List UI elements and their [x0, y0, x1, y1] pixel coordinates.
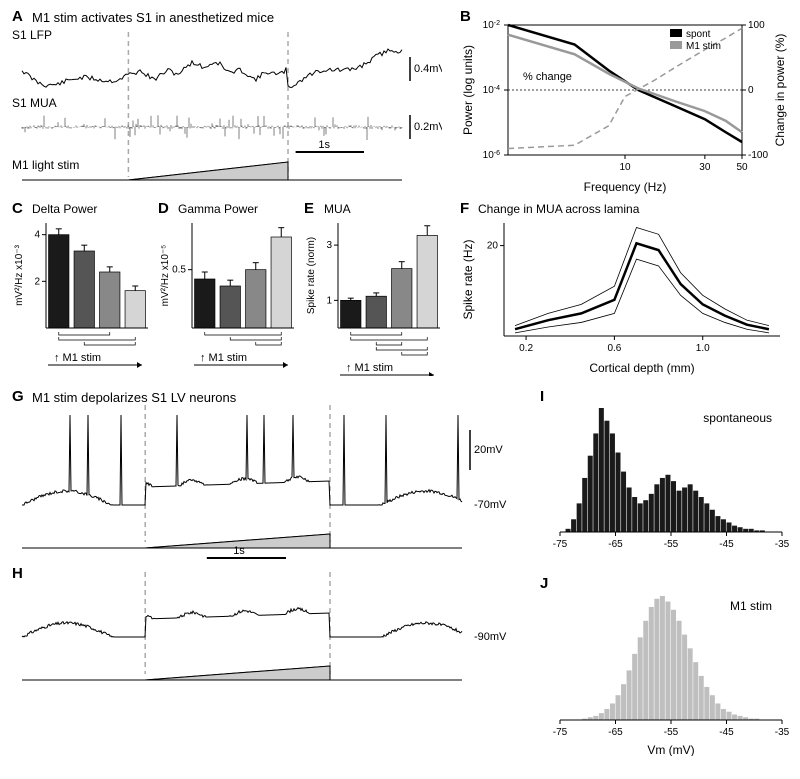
svg-text:-90mV: -90mV: [474, 631, 507, 643]
panel-g-trace: -70mV 20mV 1s: [12, 405, 522, 560]
svg-text:0: 0: [748, 85, 754, 96]
svg-text:10-2: 10-2: [483, 20, 500, 32]
svg-text:Vm (mV): Vm (mV): [647, 743, 694, 756]
svg-text:M1 stim: M1 stim: [730, 599, 772, 613]
panel-d-bars: 0.5mV²/Hz x10⁻⁵ ↑ M1 stim: [158, 218, 298, 376]
svg-text:30: 30: [699, 162, 711, 173]
svg-text:-65: -65: [608, 727, 623, 738]
panel-d-title: Gamma Power: [178, 202, 258, 216]
svg-text:1.0: 1.0: [696, 343, 710, 354]
panel-c-bars: 2 4 mV²/Hz x10⁻³ ↑ M1 stim: [12, 218, 152, 376]
panel-e-letter: E: [304, 200, 314, 217]
panel-a-letter: A: [12, 8, 23, 25]
panel-f-letter: F: [460, 200, 469, 217]
svg-text:-55: -55: [664, 539, 679, 550]
svg-text:-75: -75: [553, 727, 568, 738]
svg-text:-45: -45: [719, 539, 734, 550]
svg-text:100: 100: [748, 20, 765, 31]
panel-g-letter: G: [12, 388, 24, 405]
svg-text:-55: -55: [664, 727, 679, 738]
svg-text:Spike rate (norm): Spike rate (norm): [306, 237, 317, 314]
panel-e-bars: 1 3 Spike rate (norm) ↑ M1 stim: [304, 218, 444, 376]
panel-d-letter: D: [158, 200, 169, 217]
svg-text:2: 2: [34, 276, 40, 287]
panel-g-title: M1 stim depolarizes S1 LV neurons: [32, 390, 236, 405]
panel-a-title: M1 stim activates S1 in anesthetized mic…: [32, 10, 274, 25]
svg-text:mV²/Hz x10⁻⁵: mV²/Hz x10⁻⁵: [160, 245, 171, 307]
svg-text:10-4: 10-4: [483, 85, 500, 97]
panel-e-title: MUA: [324, 202, 351, 216]
svg-text:Change in power (%): Change in power (%): [773, 34, 787, 147]
svg-text:-65: -65: [608, 539, 623, 550]
svg-text:0.2: 0.2: [519, 343, 533, 354]
panel-h-trace: -90mV: [12, 572, 522, 692]
svg-text:0.6: 0.6: [607, 343, 621, 354]
svg-text:% change: % change: [523, 71, 572, 83]
svg-text:-75: -75: [553, 539, 568, 550]
svg-text:0.5: 0.5: [172, 265, 186, 276]
svg-text:Cortical depth (mm): Cortical depth (mm): [589, 361, 694, 375]
svg-text:spont: spont: [686, 29, 711, 40]
panel-f-chart: 0.2 0.6 1.0 20 Cortical depth (mm) Spike rate…: [460, 218, 790, 376]
svg-text:-45: -45: [719, 727, 734, 738]
panel-c-title: Delta Power: [32, 202, 97, 216]
svg-text:Spike rate (Hz): Spike rate (Hz): [461, 239, 475, 319]
svg-text:0.2mV: 0.2mV: [414, 121, 442, 133]
svg-text:↑ M1 stim: ↑ M1 stim: [54, 352, 101, 364]
svg-text:Frequency (Hz): Frequency (Hz): [584, 180, 667, 194]
svg-text:10-6: 10-6: [483, 150, 500, 162]
svg-text:spontaneous: spontaneous: [703, 411, 772, 425]
svg-text:1s: 1s: [233, 545, 245, 557]
svg-text:↑ M1 stim: ↑ M1 stim: [200, 352, 247, 364]
svg-text:0.4mV: 0.4mV: [414, 63, 442, 75]
svg-text:20: 20: [487, 241, 499, 252]
svg-text:1: 1: [326, 295, 332, 306]
svg-text:-35: -35: [775, 539, 790, 550]
svg-text:3: 3: [326, 240, 332, 251]
panel-c-letter: C: [12, 200, 23, 217]
svg-text:-35: -35: [775, 727, 790, 738]
svg-text:-100: -100: [748, 150, 768, 161]
svg-text:M1 stim: M1 stim: [686, 41, 721, 52]
svg-text:4: 4: [34, 230, 40, 241]
panel-b-chart: 10 30 50 10-6 10-4 10-2 -100 0 100 spontM1 stim % …: [460, 15, 790, 195]
svg-text:1s: 1s: [318, 139, 330, 151]
panel-a-traces: 0.4mV 0.2mV 1s: [12, 32, 442, 192]
svg-text:↑ M1 stim: ↑ M1 stim: [346, 362, 393, 374]
panel-j-hist: -75 -65 -55 -45 -35 M1 stim Vm (mV): [540, 588, 790, 756]
svg-text:-70mV: -70mV: [474, 499, 507, 511]
svg-text:Power (log units): Power (log units): [461, 45, 475, 135]
svg-text:50: 50: [736, 162, 748, 173]
panel-i-hist: -75 -65 -55 -45 -35 spontaneous: [540, 400, 790, 568]
svg-text:mV²/Hz x10⁻³: mV²/Hz x10⁻³: [14, 244, 25, 306]
panel-f-title: Change in MUA across lamina: [478, 202, 639, 216]
svg-text:20mV: 20mV: [474, 444, 503, 456]
svg-text:10: 10: [619, 162, 631, 173]
